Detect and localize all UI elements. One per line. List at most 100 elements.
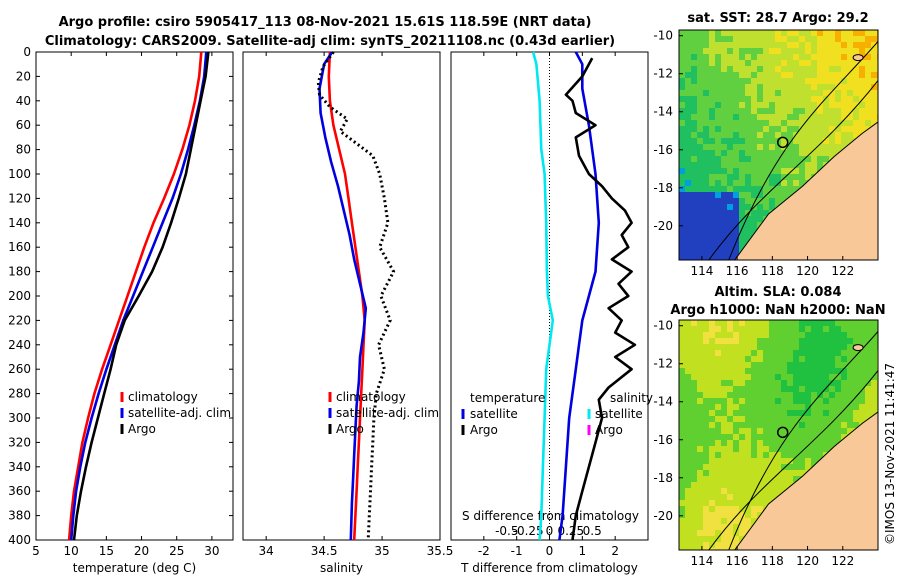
map-cell	[739, 180, 745, 186]
map-cell	[859, 380, 865, 386]
map-cell	[733, 108, 739, 114]
map-cell	[697, 338, 703, 344]
map-cell	[811, 320, 817, 326]
map-cell	[859, 392, 865, 398]
map-cell	[811, 434, 817, 440]
map-cell	[787, 344, 793, 350]
map-cell	[865, 114, 871, 120]
map-cell	[715, 434, 721, 440]
map-cell	[739, 48, 745, 54]
map-cell	[679, 60, 685, 66]
map-cell	[751, 102, 757, 108]
map-cell	[697, 440, 703, 446]
map-cell	[811, 332, 817, 338]
map-cell	[757, 126, 763, 132]
map-cell	[685, 320, 691, 326]
map-cell	[727, 120, 733, 126]
map-cell	[835, 120, 841, 126]
map-cell	[739, 512, 745, 518]
map-cell	[685, 386, 691, 392]
map-cell	[703, 428, 709, 434]
map-cell	[775, 36, 781, 42]
map-cell	[817, 338, 823, 344]
y-tick-label: 300	[8, 411, 31, 425]
y-tick-label: 140	[8, 216, 31, 230]
map-cell	[733, 506, 739, 512]
map-cell	[715, 258, 721, 260]
map-cell	[757, 350, 763, 356]
map-cell	[733, 398, 739, 404]
map-cell	[715, 440, 721, 446]
map-cell	[811, 102, 817, 108]
map-cell	[691, 216, 697, 222]
map-cell	[733, 356, 739, 362]
map-cell	[769, 36, 775, 42]
map-cell	[703, 84, 709, 90]
map-cell	[679, 476, 685, 482]
map-cell	[775, 416, 781, 422]
map-cell	[739, 482, 745, 488]
map-cell	[757, 186, 763, 192]
map-cell	[715, 126, 721, 132]
map-cell	[709, 108, 715, 114]
map-cell	[691, 530, 697, 536]
map-cell	[739, 36, 745, 42]
map-cell	[817, 54, 823, 60]
map-cell	[805, 428, 811, 434]
y-tick-label: 0	[23, 45, 31, 59]
map-cell	[763, 30, 769, 36]
map-cell	[817, 356, 823, 362]
map-cell	[751, 506, 757, 512]
map-cell	[871, 380, 877, 386]
map-cell	[727, 482, 733, 488]
map-cell	[721, 102, 727, 108]
island	[852, 54, 864, 62]
map-cell	[805, 132, 811, 138]
map-cell	[805, 96, 811, 102]
map-cell	[739, 518, 745, 524]
map-cell	[787, 132, 793, 138]
map-cell	[769, 54, 775, 60]
map-cell	[763, 344, 769, 350]
map-cell	[745, 78, 751, 84]
map-cell	[727, 536, 733, 542]
x-tick-label: 2	[611, 544, 619, 558]
map-cell	[835, 422, 841, 428]
map-cell	[799, 138, 805, 144]
map-cell	[721, 126, 727, 132]
map-cell	[847, 66, 853, 72]
map-cell	[709, 464, 715, 470]
map-cell	[793, 464, 799, 470]
map-cell	[715, 252, 721, 258]
map-cell	[865, 350, 871, 356]
map-cell	[799, 398, 805, 404]
map-cell	[775, 162, 781, 168]
map-cell	[685, 102, 691, 108]
map-cell	[721, 216, 727, 222]
map-cell	[757, 48, 763, 54]
map-cell	[853, 416, 859, 422]
map-cell	[709, 506, 715, 512]
map-cell	[823, 108, 829, 114]
map-cell	[745, 398, 751, 404]
map-cell	[847, 392, 853, 398]
map-cell	[727, 78, 733, 84]
map-cell	[781, 416, 787, 422]
map-cell	[739, 446, 745, 452]
map-cell	[691, 362, 697, 368]
map-cell	[781, 368, 787, 374]
map-cell	[859, 410, 865, 416]
map-cell	[841, 42, 847, 48]
map-cell	[709, 368, 715, 374]
map-cell	[799, 344, 805, 350]
map-cell	[871, 368, 877, 374]
map-cell	[793, 138, 799, 144]
map-cell	[727, 542, 733, 548]
map-cell	[775, 446, 781, 452]
map-cell	[751, 144, 757, 150]
map-cell	[757, 410, 763, 416]
map-cell	[709, 428, 715, 434]
map-cell	[745, 156, 751, 162]
map-cell	[757, 78, 763, 84]
